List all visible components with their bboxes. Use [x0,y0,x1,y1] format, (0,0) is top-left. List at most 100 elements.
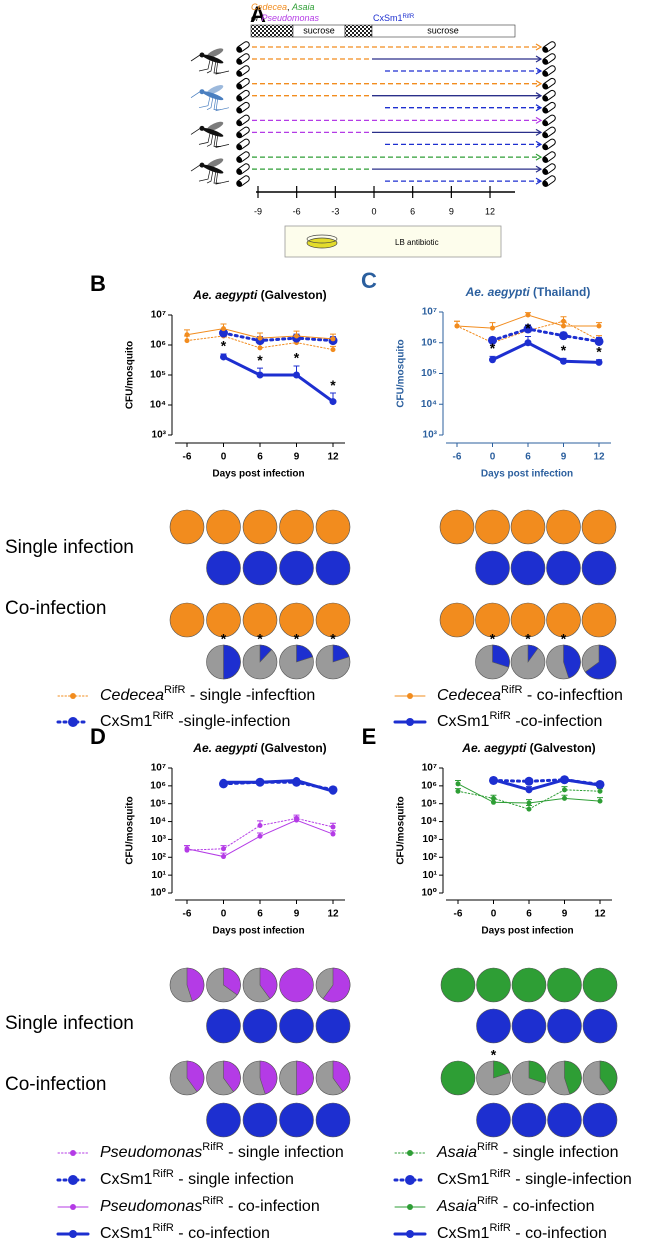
series-line [186,817,334,851]
pie [315,1102,351,1138]
tube [542,138,556,151]
y-tick-label: 10⁶ [150,780,166,791]
x-tick-label: 0 [221,452,227,463]
pie [476,1102,511,1138]
treatment-arrows [190,41,556,187]
legend-marker [407,693,413,699]
pie [475,602,510,638]
legend-marker [70,1204,76,1210]
pie-slice [564,1060,582,1095]
tube-cap [236,70,243,77]
legend-label: CxSm1RifR - single-infection [437,1168,632,1188]
mosquito-wing [206,85,224,95]
chart-title: Ae. aegypti (Thailand) [465,285,591,299]
data-point [293,371,300,379]
pie-slice [527,644,539,663]
significance-label: * [257,631,263,647]
y-tick-label: 10¹ [152,870,167,881]
tube-cap [236,46,243,53]
data-point [597,798,603,804]
mosquito-leg [206,96,214,111]
data-point [562,795,567,801]
pie [510,602,546,638]
data-point [560,357,567,365]
mosquito-icon [190,48,230,75]
significance-label: * [221,631,227,647]
tube [236,65,250,77]
legend-strain: CxSm1 [100,1171,153,1188]
mosquito-icon [190,85,230,112]
legend-description: -single-infection [174,713,291,730]
legend-description: - co-infection [174,1225,270,1242]
legend-strain: Cedecea [437,687,501,704]
legend-label: PseudomonasRifR - co-infection [100,1195,320,1215]
data-point [221,846,226,852]
legend-label: AsaiaRifR - co-infection [436,1195,594,1215]
legend-marker [68,1175,78,1185]
x-axis-label: Days post infection [481,926,573,937]
added-strain: CxSm1RifR [373,13,415,23]
y-tick-label: 10⁴ [150,400,166,411]
legend-label: CxSm1RifR - single infection [100,1168,294,1188]
legend-marker [406,718,414,726]
x-tick-label: 12 [327,909,339,920]
title-strain: (Thailand) [530,285,591,299]
series-line [491,341,601,364]
pie [169,509,205,545]
tube [542,126,556,139]
legend-strain: CxSm1 [437,1171,490,1188]
mosquito-proboscis [190,54,201,62]
y-tick-label: 10⁵ [421,798,437,809]
tube [542,175,556,187]
y-tick-label: 10² [423,852,438,863]
pie [315,550,351,586]
tube [236,163,250,175]
panel-letter: A [250,2,266,27]
species-name: Cedecea [251,2,287,12]
title-species: Ae. aegypti [461,741,527,755]
mosquito-wing [206,121,224,132]
data-point [257,345,263,351]
mosquito-leg [198,59,211,72]
y-tick-label: 10² [152,852,167,863]
timeline-label: 6 [410,206,415,216]
y-tick-label: 10⁶ [421,780,437,791]
tube [236,53,250,65]
x-tick-label: 0 [491,909,497,920]
tube [236,126,250,139]
x-tick-label: 9 [561,452,567,463]
panel-letter: B [90,271,106,296]
legend-label: CxSm1RifR - co-infection [437,1222,607,1242]
mosquito-icon [190,158,230,185]
data-point [257,335,263,341]
timeline-label: 9 [449,206,454,216]
data-point [526,800,532,806]
pie [475,509,510,545]
mosquito-leg [213,170,221,184]
data-point [559,331,568,341]
pie [440,967,476,1003]
data-point [184,338,190,344]
pie [279,602,314,638]
pie [206,509,241,545]
pie [547,1008,582,1044]
data-point [330,336,336,342]
legend-strain: CxSm1 [100,713,153,730]
timeline-label: -3 [331,206,339,216]
data-point [490,325,495,331]
y-axis-label: CFU/mosquito [396,796,407,864]
mosquito-proboscis [190,91,201,99]
pie [510,509,546,545]
x-tick-label: 6 [525,452,531,463]
tube [236,114,250,127]
mosquito-head [199,89,205,95]
title-strain: (Galveston) [526,741,595,755]
arrow-head [535,104,543,112]
data-point [524,776,534,786]
tube [236,41,250,53]
pie [206,602,241,638]
legend-superscript: RifR [152,710,173,722]
inoculum-label: or Pseudomonas [251,13,320,23]
arrow-head [535,177,543,185]
